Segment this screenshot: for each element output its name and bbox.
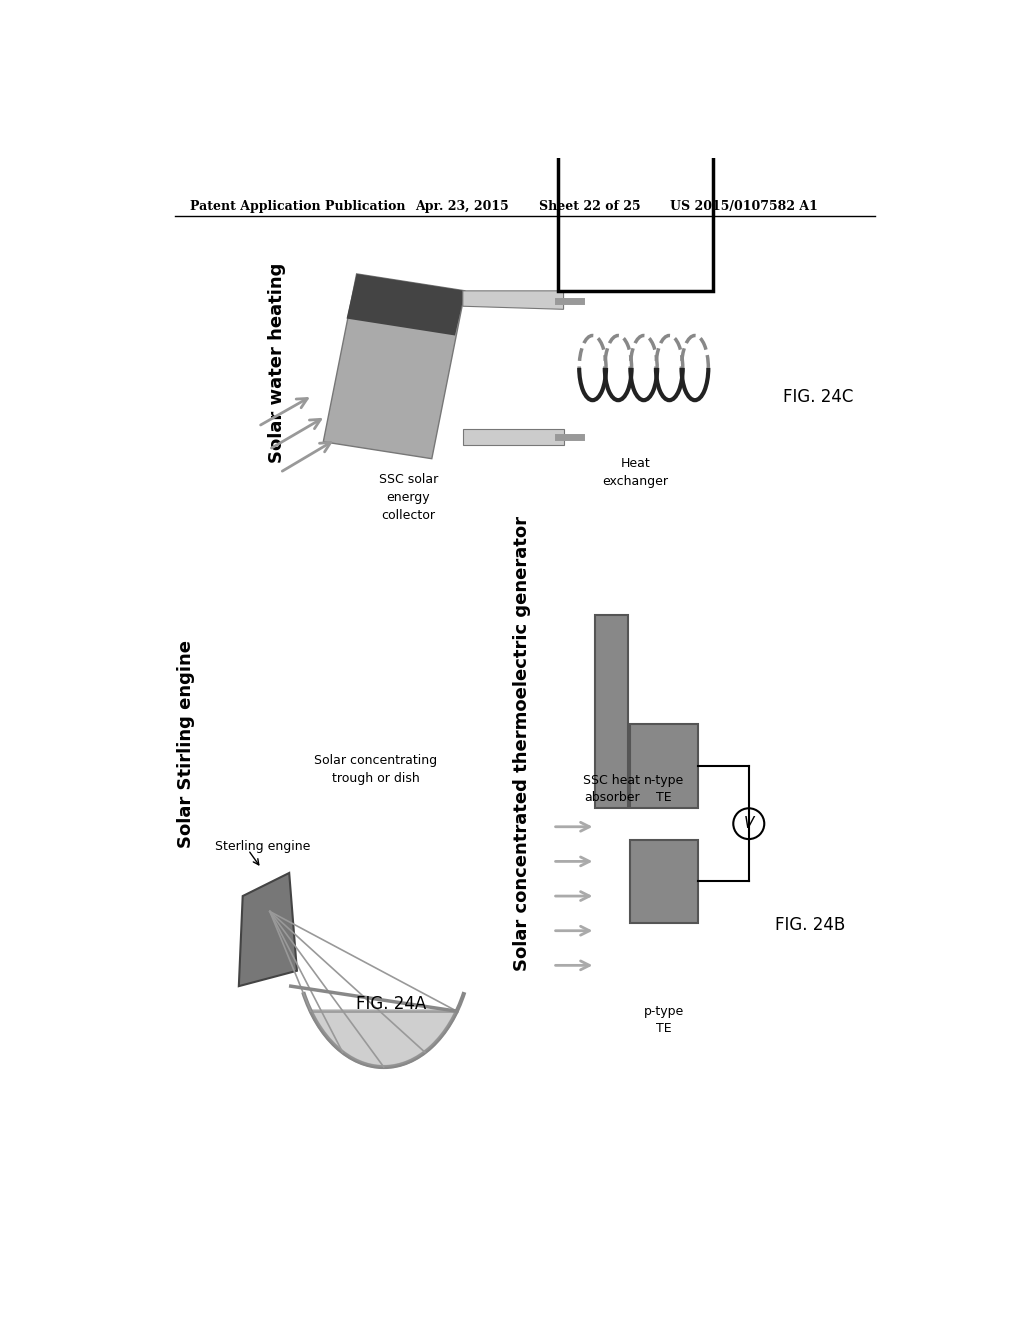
Text: US 2015/0107582 A1: US 2015/0107582 A1 — [671, 199, 818, 213]
Bar — [630, 840, 698, 923]
Text: FIG. 24B: FIG. 24B — [775, 916, 846, 933]
Text: Solar water heating: Solar water heating — [268, 263, 286, 462]
Text: Solar concentrated thermoelectric generator: Solar concentrated thermoelectric genera… — [513, 516, 530, 972]
Polygon shape — [239, 873, 297, 986]
Bar — [558, 137, 713, 290]
Text: Sterling engine: Sterling engine — [215, 840, 310, 853]
Text: Patent Application Publication: Patent Application Publication — [190, 199, 406, 213]
Text: FIG. 24A: FIG. 24A — [356, 995, 427, 1012]
Text: Sheet 22 of 25: Sheet 22 of 25 — [539, 199, 640, 213]
Polygon shape — [463, 290, 563, 309]
Text: p-type
TE: p-type TE — [644, 1006, 684, 1035]
Text: Apr. 23, 2015: Apr. 23, 2015 — [415, 199, 509, 213]
Polygon shape — [310, 1011, 457, 1067]
Bar — [595, 615, 628, 808]
Polygon shape — [324, 275, 465, 459]
Text: Heat
exchanger: Heat exchanger — [603, 457, 669, 488]
Polygon shape — [463, 429, 563, 445]
Circle shape — [733, 808, 764, 840]
Bar — [630, 725, 698, 808]
Text: SSC heat
absorber: SSC heat absorber — [583, 774, 640, 804]
Text: SSC solar
energy
collector: SSC solar energy collector — [379, 473, 438, 521]
Text: n-type
TE: n-type TE — [644, 774, 684, 804]
Text: Solar Stirling engine: Solar Stirling engine — [177, 640, 196, 847]
Polygon shape — [346, 275, 465, 335]
Text: FIG. 24C: FIG. 24C — [783, 388, 853, 407]
Text: V: V — [743, 816, 754, 832]
Text: Solar concentrating
trough or dish: Solar concentrating trough or dish — [314, 754, 437, 784]
